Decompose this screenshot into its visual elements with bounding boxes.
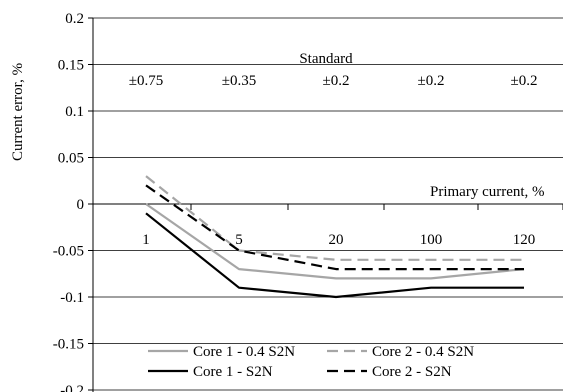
x-tick-label: 100 <box>420 232 443 248</box>
y-tick-label: -0.1 <box>60 290 84 306</box>
standard-value: ±0.75 <box>129 73 163 89</box>
standard-value: ±0.2 <box>418 73 445 89</box>
y-tick-label: 0.05 <box>58 151 84 167</box>
legend-label: Core 1 - 0.4 S2N <box>193 344 295 360</box>
x-tick-label: 20 <box>329 232 344 248</box>
x-tick-label: 1 <box>142 232 150 248</box>
standard-value: ±0.2 <box>323 73 350 89</box>
standard-title: Standard <box>299 51 353 67</box>
series-lines <box>145 175 525 299</box>
series-line-3 <box>145 175 524 261</box>
series-line-1 <box>145 203 525 280</box>
y-tick-label: 0.2 <box>65 11 84 27</box>
x-axis-title: Primary current, % <box>430 184 545 200</box>
y-tick-label: 0.1 <box>65 104 84 120</box>
standard-values: ±0.75 ±0.35 ±0.2 ±0.2 ±0.2 <box>129 73 538 89</box>
standard-value: ±0.35 <box>222 73 256 89</box>
legend-label: Core 1 - S2N <box>193 364 273 380</box>
legend: Core 1 - 0.4 S2N Core 1 - S2N Core 2 - 0.4… <box>148 344 474 380</box>
y-tick-label: -0.15 <box>53 337 84 353</box>
axes <box>88 17 563 392</box>
y-axis-title: Current error, % <box>10 63 26 161</box>
y-tick-label: 0.15 <box>58 58 84 74</box>
legend-label: Core 2 - S2N <box>372 364 452 380</box>
y-tick-label: -0.05 <box>53 244 84 260</box>
legend-label: Core 2 - 0.4 S2N <box>372 344 474 360</box>
x-tick-label: 120 <box>513 232 536 248</box>
y-tick-labels: 0.2 0.15 0.1 0.05 0 -0.05 -0.1 -0.15 -0.2 <box>53 11 84 392</box>
x-tick-label: 5 <box>235 232 243 248</box>
y-tick-label: 0 <box>77 197 85 213</box>
y-tick-label: -0.2 <box>60 383 84 392</box>
series-line-2 <box>145 212 524 299</box>
series-line-4 <box>145 184 524 271</box>
standard-value: ±0.2 <box>511 73 538 89</box>
x-tick-labels: 1 5 20 100 120 <box>142 232 535 248</box>
